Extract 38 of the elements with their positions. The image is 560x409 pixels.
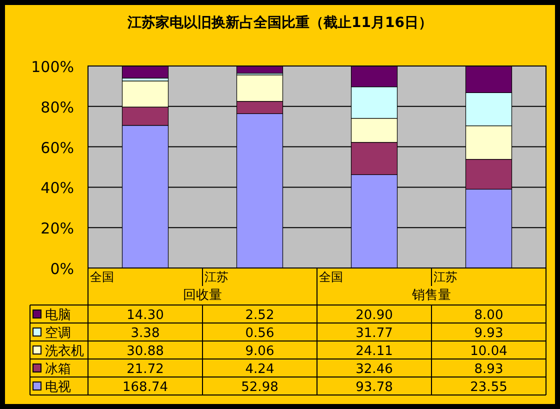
legend-label: 电脑 bbox=[45, 308, 71, 323]
text: 9.93 bbox=[474, 326, 504, 341]
text: 14.30 bbox=[126, 308, 164, 323]
text: 3.38 bbox=[130, 326, 160, 341]
y-tick-label: 80% bbox=[40, 98, 74, 116]
text: 回收量 bbox=[183, 288, 222, 303]
text: 32.46 bbox=[356, 362, 393, 377]
text: 168.74 bbox=[122, 380, 168, 395]
text: 销售量 bbox=[411, 288, 451, 303]
text: 8.00 bbox=[474, 308, 504, 323]
y-tick-label: 100% bbox=[31, 58, 74, 76]
y-tick-label: 20% bbox=[40, 220, 74, 238]
chart-title: 江苏家电以旧换新占全国比重（截止11月16日） bbox=[126, 14, 432, 31]
x-tick-label: 江苏 bbox=[204, 270, 228, 284]
text: 4.24 bbox=[245, 362, 274, 377]
text: 31.77 bbox=[356, 326, 393, 341]
text: 21.72 bbox=[126, 362, 164, 377]
y-tick-label: 60% bbox=[40, 138, 74, 157]
x-tick-label: 江苏 bbox=[434, 270, 458, 284]
text: 93.78 bbox=[356, 380, 393, 395]
text: 23.55 bbox=[470, 380, 508, 395]
text: 8.93 bbox=[474, 362, 504, 377]
legend-label: 洗衣机 bbox=[45, 344, 84, 359]
text: 0.56 bbox=[245, 326, 274, 341]
legend-label: 空调 bbox=[45, 326, 71, 341]
y-tick-label: 0% bbox=[50, 260, 74, 278]
text: 20.90 bbox=[356, 308, 393, 323]
text: 52.98 bbox=[241, 380, 278, 395]
x-tick-label: 全国 bbox=[319, 270, 343, 284]
text: 30.88 bbox=[126, 344, 164, 359]
text: 9.06 bbox=[245, 344, 274, 359]
legend-label: 电视 bbox=[45, 380, 71, 395]
text: 2.52 bbox=[245, 308, 274, 323]
legend-label: 冰箱 bbox=[45, 362, 71, 377]
text: 24.11 bbox=[356, 344, 393, 359]
y-tick-label: 40% bbox=[40, 179, 74, 198]
text: 10.04 bbox=[470, 344, 508, 359]
x-tick-label: 全国 bbox=[90, 270, 114, 284]
